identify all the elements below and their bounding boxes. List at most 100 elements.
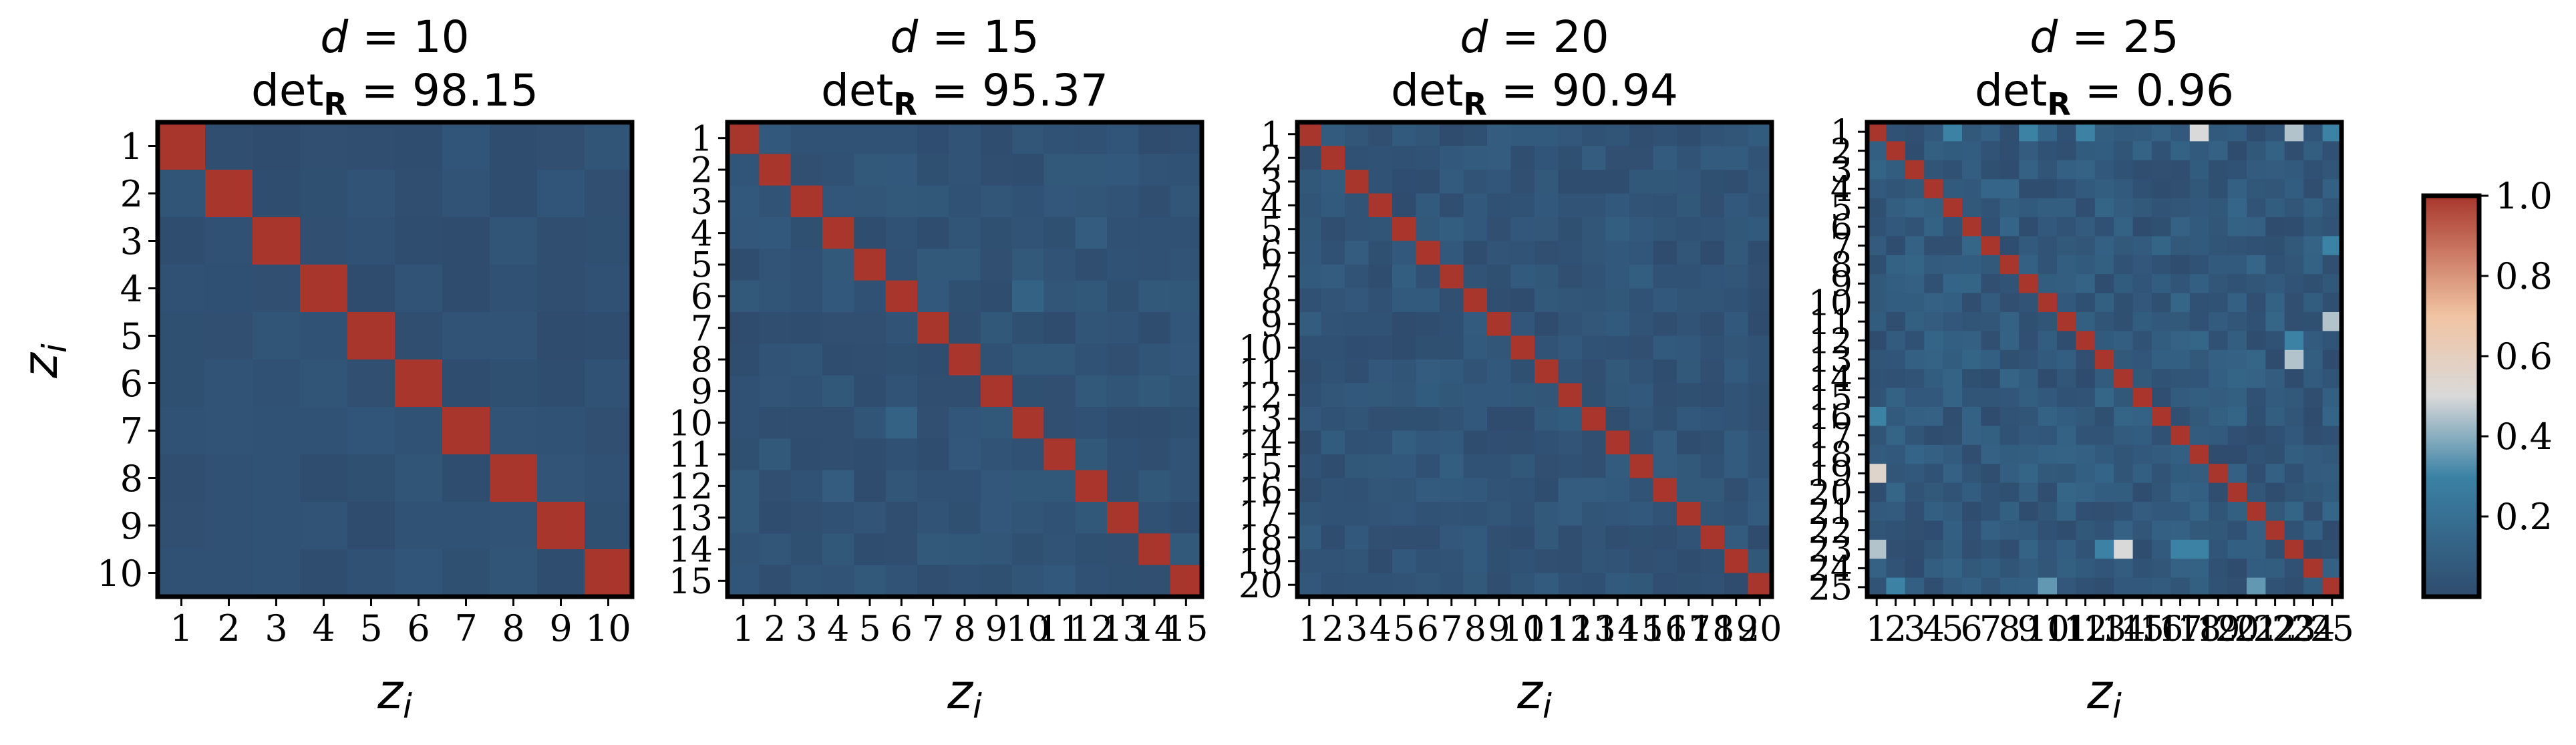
heatmap-cell — [2114, 274, 2134, 294]
heatmap-cell — [1345, 170, 1370, 194]
heatmap-cell — [1582, 122, 1607, 147]
heatmap-cell — [490, 312, 538, 360]
heatmap-cell — [1905, 274, 1925, 294]
y-tick-label: 18 — [1808, 436, 1853, 476]
heatmap-cell — [2189, 482, 2209, 502]
heatmap-cell — [2227, 217, 2247, 237]
heatmap-cell — [1605, 288, 1630, 313]
heatmap-cell — [2094, 255, 2114, 275]
heatmap-cell — [949, 343, 981, 376]
heatmap-cell — [949, 217, 981, 249]
heatmap-cell — [917, 249, 949, 281]
heatmap-cell — [1867, 577, 1887, 597]
heatmap-cell — [2076, 122, 2096, 142]
heatmap-cell — [1558, 146, 1583, 170]
heatmap-cell — [2094, 502, 2114, 521]
heatmap-cell — [2057, 464, 2076, 484]
heatmap-cell — [1487, 241, 1512, 265]
heatmap-cell — [2189, 217, 2209, 237]
heatmap-cell — [2038, 349, 2058, 369]
heatmap-cell — [395, 217, 443, 265]
heatmap-cell — [2114, 122, 2134, 142]
heatmap-cell — [2114, 426, 2134, 446]
heatmap-cell — [790, 375, 823, 408]
heatmap-cell — [2114, 312, 2134, 331]
heatmap-cell — [2114, 482, 2134, 502]
heatmap-cell — [1582, 146, 1607, 170]
y-tick-label: 9 — [1261, 305, 1283, 345]
heatmap-cell — [2227, 369, 2247, 389]
heatmap-cell — [1440, 122, 1464, 147]
heatmap-cell — [2322, 577, 2342, 597]
heatmap-cell — [822, 312, 854, 344]
heatmap-cell — [1605, 502, 1630, 527]
heatmap-cell — [1582, 549, 1607, 574]
heatmap-cell — [2170, 388, 2191, 408]
y-tick-label: 6 — [120, 363, 143, 405]
heatmap-cell — [1440, 407, 1464, 432]
heatmap-cell — [1700, 407, 1725, 432]
heatmap-cell — [442, 502, 490, 550]
heatmap-cell — [1107, 312, 1139, 344]
heatmap-cell — [1629, 359, 1654, 384]
heatmap-cell — [2265, 122, 2285, 142]
heatmap-cell — [2247, 255, 2266, 275]
y-tick-label: 12 — [1808, 321, 1853, 361]
heatmap-cell — [395, 122, 443, 170]
heatmap-cell — [2019, 198, 2039, 218]
heatmap-cell — [949, 375, 981, 408]
heatmap-cell — [1170, 122, 1202, 154]
heatmap-cell — [537, 122, 585, 170]
heatmap-cell — [1321, 217, 1345, 242]
heatmap-cell — [1924, 331, 1944, 351]
heatmap-cell — [1605, 265, 1630, 289]
heatmap-cell — [2038, 179, 2058, 199]
heatmap-cell — [1962, 559, 1981, 579]
heatmap-cell — [885, 438, 918, 471]
heatmap-cell — [2284, 369, 2304, 389]
heatmap-cell — [854, 343, 887, 376]
x-axis-label: zi — [377, 663, 412, 726]
heatmap-cell — [2170, 141, 2191, 161]
heatmap-cell — [1321, 407, 1345, 432]
heatmap-cell — [1605, 217, 1630, 242]
heatmap-cell — [1558, 525, 1583, 550]
heatmap-cell — [1962, 369, 1981, 389]
heatmap-cell — [2132, 217, 2152, 237]
heatmap-cell — [1962, 426, 1981, 446]
heatmap-cell — [1981, 482, 2001, 502]
heatmap-cell — [2094, 331, 2114, 351]
heatmap-cell — [1700, 122, 1725, 147]
heatmap-cell — [1392, 241, 1417, 265]
heatmap-cell — [1748, 146, 1772, 170]
heatmap-cell — [1943, 444, 1963, 464]
heatmap-cell — [2132, 388, 2152, 408]
heatmap-cell — [1510, 265, 1535, 289]
heatmap-cell — [759, 249, 792, 281]
heatmap-cell — [1653, 502, 1677, 527]
heatmap-cell — [1138, 407, 1171, 439]
heatmap-cell — [2247, 502, 2266, 521]
heatmap-cell — [1368, 525, 1393, 550]
heatmap-cell — [1012, 565, 1044, 597]
heatmap-cell — [2247, 520, 2266, 541]
heatmap-cell — [1392, 573, 1417, 597]
heatmap-cell — [2132, 141, 2152, 161]
heatmap-cell — [1629, 525, 1654, 550]
x-tick-label: 12 — [1069, 609, 1113, 649]
heatmap-cell — [1345, 217, 1370, 242]
heatmap-cell — [395, 502, 443, 550]
heatmap-cell — [2189, 141, 2209, 161]
heatmap-cell — [2265, 577, 2285, 597]
heatmap-cell — [1943, 255, 1963, 275]
heatmap-cell — [2152, 198, 2171, 218]
y-tick-label: 9 — [691, 372, 713, 412]
heatmap-cell — [1368, 359, 1393, 384]
heatmap-cell — [1297, 430, 1322, 455]
heatmap-cell — [2303, 369, 2323, 389]
x-tick-label: 2 — [217, 607, 240, 649]
heatmap-cell — [2247, 141, 2266, 161]
heatmap-cell — [1962, 274, 1981, 294]
heatmap-cell — [1463, 407, 1488, 432]
heatmap-cell — [2019, 274, 2039, 294]
